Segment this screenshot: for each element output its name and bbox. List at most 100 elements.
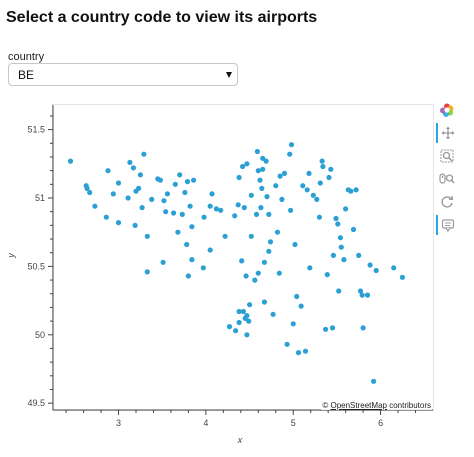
airport-point[interactable]	[264, 194, 270, 200]
airport-point[interactable]	[244, 332, 250, 338]
reset-tool-icon[interactable]	[436, 192, 458, 212]
airport-point[interactable]	[110, 191, 116, 197]
airport-point[interactable]	[357, 288, 364, 294]
airport-point[interactable]	[92, 203, 98, 209]
airport-point[interactable]	[288, 142, 295, 148]
airport-point[interactable]	[157, 177, 163, 183]
airport-point[interactable]	[290, 321, 296, 327]
airport-point[interactable]	[105, 168, 111, 174]
airport-point[interactable]	[175, 229, 181, 235]
airport-point[interactable]	[260, 166, 266, 172]
airport-point[interactable]	[274, 229, 281, 235]
airport-point[interactable]	[137, 172, 143, 178]
airport-point[interactable]	[184, 241, 190, 248]
airport-point[interactable]	[236, 319, 242, 326]
airport-point[interactable]	[130, 165, 136, 171]
airport-point[interactable]	[209, 191, 215, 197]
airport-point[interactable]	[185, 273, 191, 279]
airport-point[interactable]	[294, 293, 300, 300]
airport-point[interactable]	[127, 159, 133, 165]
airport-point[interactable]	[317, 180, 323, 186]
airport-point[interactable]	[253, 211, 260, 217]
airport-point[interactable]	[276, 270, 282, 276]
airport-point[interactable]	[267, 239, 274, 245]
airport-point[interactable]	[302, 348, 309, 354]
airport-point[interactable]	[84, 185, 90, 191]
airport-point[interactable]	[177, 172, 183, 178]
airport-point[interactable]	[324, 272, 330, 278]
airport-point[interactable]	[136, 185, 142, 191]
airport-point[interactable]	[273, 183, 279, 189]
airport-point[interactable]	[310, 192, 316, 198]
airport-point[interactable]	[367, 262, 373, 268]
airport-point[interactable]	[236, 308, 242, 315]
airport-point[interactable]	[149, 196, 155, 202]
airport-point[interactable]	[391, 265, 397, 271]
airport-point[interactable]	[242, 315, 248, 321]
airport-point[interactable]	[350, 226, 357, 233]
airport-point[interactable]	[235, 202, 241, 208]
airport-point[interactable]	[243, 273, 249, 279]
airport-point[interactable]	[287, 151, 293, 157]
airport-point[interactable]	[144, 233, 150, 239]
airport-point[interactable]	[314, 196, 320, 202]
airport-point[interactable]	[172, 181, 178, 187]
airport-point[interactable]	[246, 318, 252, 324]
airport-point[interactable]	[288, 207, 294, 213]
airport-point[interactable]	[304, 187, 310, 193]
airport-point[interactable]	[200, 265, 206, 271]
airport-point[interactable]	[316, 214, 322, 220]
airport-point[interactable]	[330, 252, 336, 258]
airport-point[interactable]	[270, 311, 276, 317]
airport-point[interactable]	[343, 206, 349, 212]
airport-point[interactable]	[248, 233, 254, 239]
airport-point[interactable]	[281, 170, 288, 176]
airport-point[interactable]	[257, 177, 263, 183]
airport-point[interactable]	[335, 221, 341, 227]
airport-point[interactable]	[232, 213, 238, 219]
airport-point[interactable]	[329, 325, 336, 331]
airport-point[interactable]	[254, 148, 260, 155]
openstreetmap-link[interactable]: OpenStreetMap	[330, 401, 387, 410]
airport-point[interactable]	[348, 188, 354, 194]
airport-point[interactable]	[233, 328, 239, 334]
airport-point[interactable]	[364, 292, 371, 298]
airport-point[interactable]	[171, 210, 177, 216]
airport-point[interactable]	[326, 174, 332, 181]
airport-point[interactable]	[341, 257, 347, 263]
airport-point[interactable]	[279, 196, 285, 202]
airport-point[interactable]	[258, 205, 264, 211]
airport-point[interactable]	[115, 220, 122, 226]
wheel-zoom-tool-icon[interactable]	[436, 169, 458, 189]
airport-point[interactable]	[236, 174, 242, 181]
airport-point[interactable]	[191, 177, 197, 183]
airport-point[interactable]	[261, 259, 267, 265]
airport-point[interactable]	[179, 211, 185, 217]
airport-point[interactable]	[323, 326, 329, 332]
hover-tool-icon[interactable]	[436, 215, 458, 235]
airport-point[interactable]	[201, 214, 207, 220]
airport-point[interactable]	[319, 158, 325, 164]
airport-point[interactable]	[333, 215, 339, 222]
airport-point[interactable]	[298, 303, 304, 309]
airport-point[interactable]	[207, 203, 213, 209]
airport-point[interactable]	[277, 173, 283, 179]
airport-point[interactable]	[337, 235, 343, 241]
airport-point[interactable]	[103, 214, 109, 220]
bokeh-logo-icon[interactable]	[436, 100, 458, 120]
airport-point[interactable]	[189, 224, 195, 230]
airport-point[interactable]	[182, 189, 188, 196]
airport-point[interactable]	[132, 222, 138, 228]
airport-point[interactable]	[307, 265, 313, 271]
airport-point[interactable]	[373, 267, 379, 274]
airport-point[interactable]	[320, 163, 326, 170]
airport-point[interactable]	[284, 341, 290, 347]
airport-point[interactable]	[336, 288, 342, 294]
airport-point[interactable]	[263, 158, 269, 164]
airport-point[interactable]	[353, 187, 359, 193]
airport-point[interactable]	[161, 198, 167, 204]
airport-point[interactable]	[252, 277, 258, 283]
airport-point[interactable]	[261, 299, 267, 305]
airport-point[interactable]	[399, 274, 405, 280]
airport-point[interactable]	[306, 170, 312, 176]
